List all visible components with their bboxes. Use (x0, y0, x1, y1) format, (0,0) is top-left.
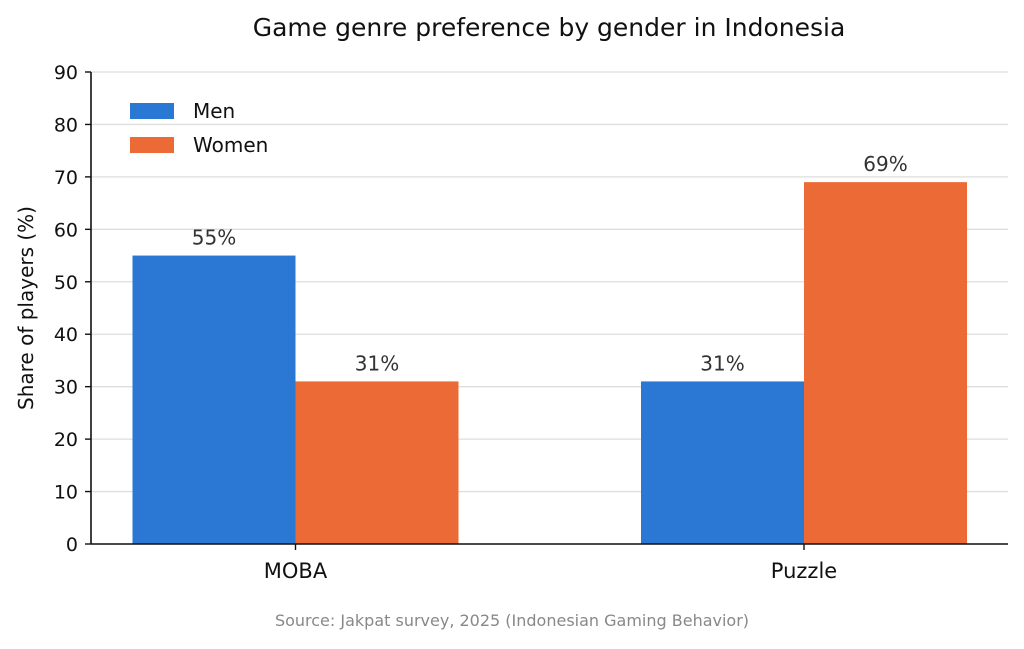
y-tick-label: 80 (54, 114, 78, 136)
axes (90, 72, 1008, 545)
bar-women-puzzle (804, 182, 967, 544)
bar-men-moba (132, 255, 296, 545)
data-label: 31% (355, 351, 399, 375)
bars (132, 182, 967, 545)
y-tick-label: 50 (54, 272, 78, 294)
y-tick-label: 10 (54, 482, 78, 504)
y-ticks: 0 10 20 30 40 50 60 70 80 90 (54, 62, 91, 556)
y-axis-label: Share of players (%) (14, 206, 38, 410)
legend-label-women: Women (193, 133, 268, 157)
data-label: 69% (863, 152, 907, 176)
data-label: 55% (192, 226, 236, 250)
x-categories: MOBA Puzzle (264, 544, 837, 583)
chart-title: Game genre preference by gender in Indon… (253, 13, 846, 42)
legend: Men Women (130, 99, 268, 157)
y-tick-label: 20 (54, 429, 78, 451)
legend-label-men: Men (193, 99, 235, 123)
bar-men-puzzle (641, 381, 804, 544)
bar-women-moba (295, 381, 459, 544)
legend-swatch-men (130, 103, 174, 119)
x-tick-label: MOBA (264, 559, 328, 583)
y-tick-label: 40 (54, 324, 78, 346)
legend-swatch-women (130, 137, 174, 153)
y-tick-label: 70 (54, 167, 78, 189)
y-tick-label: 30 (54, 377, 78, 399)
source-note: Source: Jakpat survey, 2025 (Indonesian … (275, 611, 749, 630)
y-tick-label: 60 (54, 219, 78, 241)
data-labels: 55% 31% 31% 69% (192, 152, 908, 375)
y-tick-label: 90 (54, 62, 78, 84)
data-label: 31% (700, 351, 744, 375)
x-tick-label: Puzzle (771, 559, 837, 583)
y-tick-label: 0 (66, 534, 78, 556)
